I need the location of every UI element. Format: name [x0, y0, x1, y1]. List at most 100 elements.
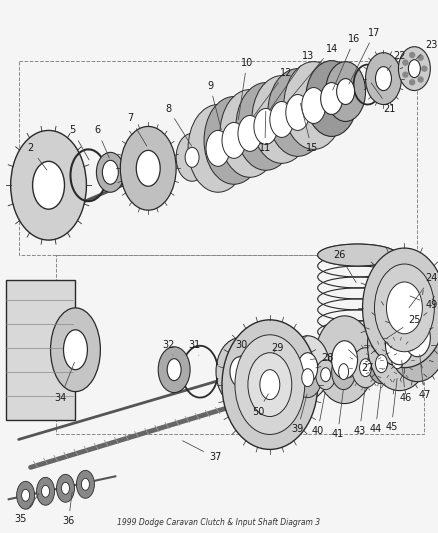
Ellipse shape [185, 148, 198, 167]
Text: 41: 41 [331, 390, 343, 440]
Ellipse shape [267, 69, 327, 156]
Ellipse shape [387, 294, 438, 382]
Ellipse shape [325, 62, 365, 122]
Ellipse shape [365, 53, 400, 104]
Ellipse shape [235, 83, 295, 171]
Text: 45: 45 [385, 378, 397, 432]
Ellipse shape [374, 355, 387, 373]
Ellipse shape [102, 160, 118, 184]
Circle shape [421, 66, 426, 71]
Ellipse shape [204, 96, 263, 184]
Text: 10: 10 [238, 58, 252, 120]
Ellipse shape [158, 347, 190, 393]
Ellipse shape [317, 244, 396, 266]
Ellipse shape [374, 67, 391, 91]
Ellipse shape [237, 116, 261, 151]
Ellipse shape [269, 101, 293, 138]
Ellipse shape [301, 87, 325, 124]
Ellipse shape [215, 338, 263, 406]
Text: 32: 32 [162, 340, 174, 355]
Ellipse shape [367, 344, 395, 384]
Circle shape [417, 77, 422, 82]
Ellipse shape [253, 109, 277, 144]
Text: 6: 6 [94, 125, 109, 158]
Ellipse shape [222, 320, 317, 449]
Circle shape [402, 60, 407, 65]
Ellipse shape [42, 486, 49, 497]
Ellipse shape [403, 319, 429, 357]
Text: 37: 37 [182, 441, 221, 463]
Circle shape [409, 80, 414, 85]
Ellipse shape [205, 131, 230, 166]
Text: 30: 30 [235, 340, 247, 358]
Ellipse shape [367, 299, 431, 391]
Ellipse shape [297, 353, 317, 383]
Text: 43: 43 [353, 387, 365, 437]
Ellipse shape [251, 76, 311, 163]
Text: 50: 50 [251, 394, 268, 417]
Text: 9: 9 [206, 80, 221, 130]
Text: 24: 24 [408, 273, 437, 308]
Ellipse shape [336, 78, 354, 104]
Text: 40: 40 [311, 392, 325, 437]
Ellipse shape [57, 474, 74, 502]
Ellipse shape [362, 248, 438, 368]
Text: 35: 35 [14, 494, 39, 524]
Ellipse shape [64, 330, 87, 370]
Text: 7: 7 [127, 114, 146, 146]
Text: 46: 46 [399, 360, 410, 402]
Ellipse shape [338, 364, 348, 379]
Ellipse shape [351, 348, 378, 387]
Text: 13: 13 [269, 51, 313, 110]
Text: 44: 44 [368, 382, 381, 434]
Ellipse shape [222, 123, 245, 158]
Circle shape [417, 55, 422, 60]
Ellipse shape [320, 83, 342, 115]
Text: 16: 16 [332, 34, 360, 90]
Ellipse shape [385, 282, 421, 334]
Circle shape [402, 72, 407, 77]
Ellipse shape [96, 152, 124, 192]
Ellipse shape [234, 335, 304, 434]
Ellipse shape [36, 478, 54, 505]
Ellipse shape [374, 264, 433, 352]
Ellipse shape [247, 353, 291, 416]
Ellipse shape [219, 90, 279, 177]
Text: 2: 2 [28, 143, 47, 170]
Text: 39: 39 [291, 394, 306, 434]
Ellipse shape [314, 316, 374, 403]
Ellipse shape [385, 325, 413, 365]
Ellipse shape [249, 357, 289, 413]
Text: 5: 5 [69, 125, 89, 160]
Ellipse shape [391, 351, 403, 369]
Ellipse shape [50, 308, 100, 392]
Ellipse shape [301, 369, 313, 386]
Ellipse shape [317, 354, 396, 376]
Ellipse shape [11, 131, 86, 240]
Ellipse shape [398, 47, 429, 91]
Text: 26: 26 [333, 250, 355, 282]
Text: 23: 23 [416, 39, 437, 59]
Ellipse shape [167, 359, 181, 381]
Ellipse shape [187, 104, 247, 192]
Text: 27: 27 [348, 350, 373, 373]
Text: 28: 28 [310, 353, 333, 363]
Text: 49: 49 [409, 296, 436, 310]
Ellipse shape [230, 357, 249, 386]
Ellipse shape [81, 478, 89, 490]
Bar [6, 280, 75, 419]
Ellipse shape [259, 370, 279, 400]
Ellipse shape [283, 62, 343, 149]
Ellipse shape [136, 150, 160, 186]
Ellipse shape [383, 340, 410, 379]
Circle shape [409, 53, 414, 58]
Text: 11: 11 [258, 111, 270, 154]
Text: 17: 17 [348, 28, 380, 84]
Ellipse shape [76, 470, 94, 498]
Ellipse shape [120, 126, 176, 210]
Text: 14: 14 [285, 44, 337, 104]
Text: 34: 34 [54, 362, 74, 402]
Text: 29: 29 [271, 343, 283, 353]
Text: 31: 31 [187, 340, 200, 355]
Text: 22: 22 [386, 51, 405, 70]
